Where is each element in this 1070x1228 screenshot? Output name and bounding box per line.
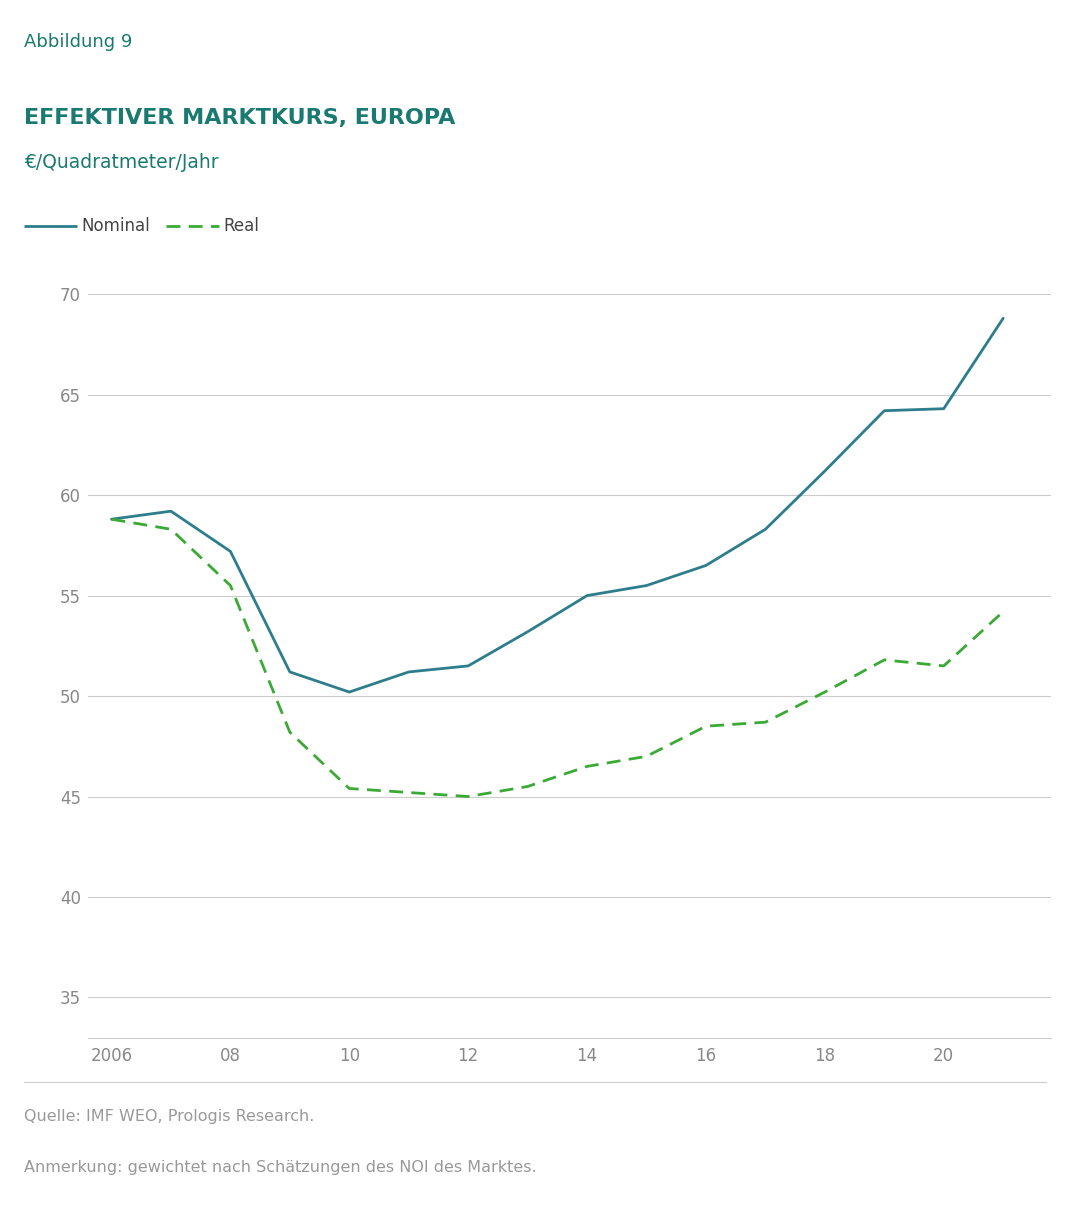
Text: Real: Real xyxy=(224,217,260,235)
Text: Quelle: IMF WEO, Prologis Research.: Quelle: IMF WEO, Prologis Research. xyxy=(24,1109,314,1124)
Text: EFFEKTIVER MARKTKURS, EUROPA: EFFEKTIVER MARKTKURS, EUROPA xyxy=(24,108,455,128)
Text: Abbildung 9: Abbildung 9 xyxy=(24,32,132,50)
Text: Nominal: Nominal xyxy=(81,217,150,235)
Text: Anmerkung: gewichtet nach Schätzungen des NOI des Marktes.: Anmerkung: gewichtet nach Schätzungen de… xyxy=(24,1160,536,1175)
Text: €/Quadratmeter/Jahr: €/Quadratmeter/Jahr xyxy=(24,154,218,172)
